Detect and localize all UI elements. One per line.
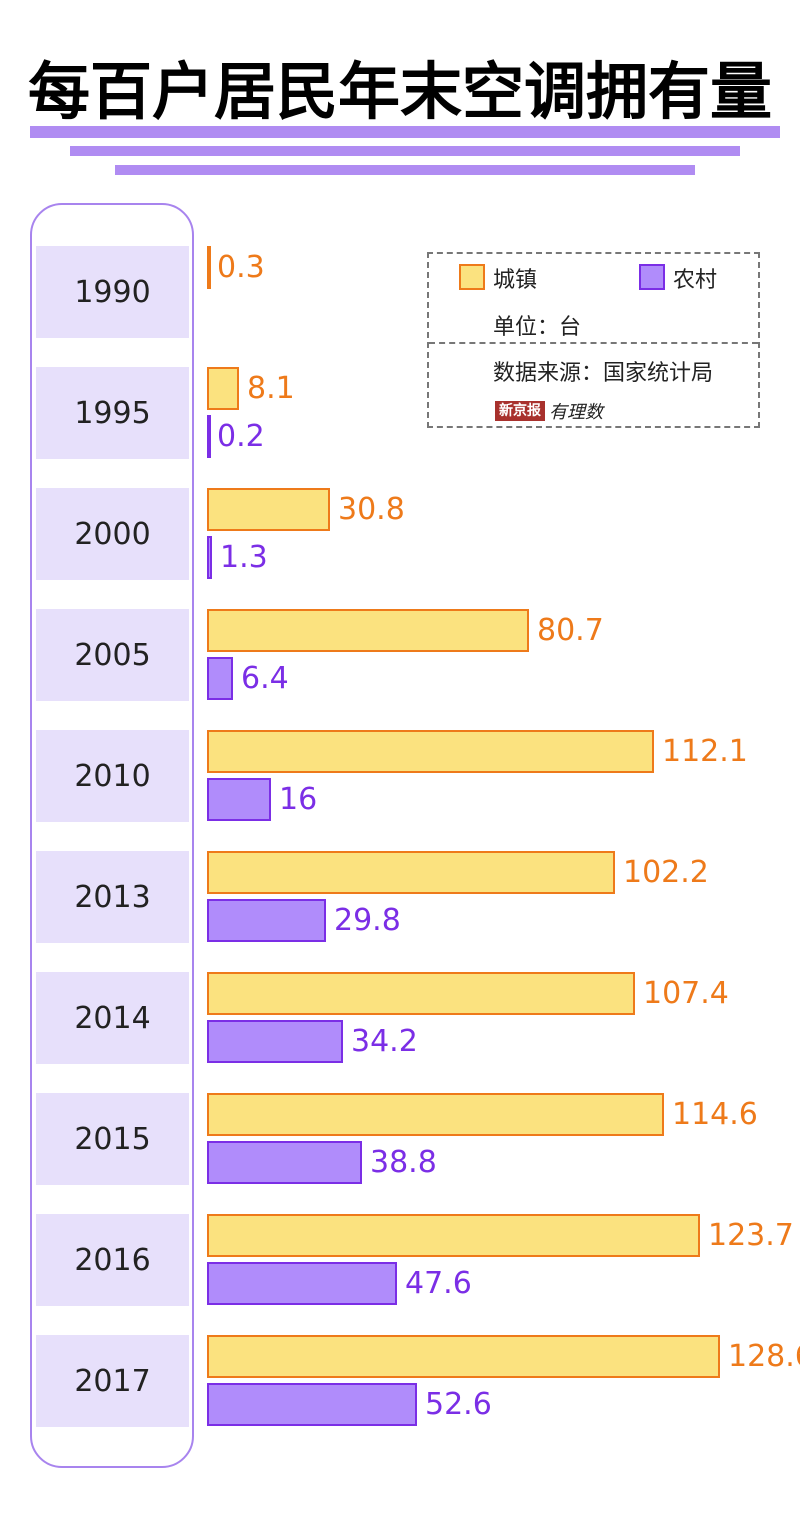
legend-rural-label: 农村: [673, 268, 718, 293]
rural-value-2010: 16: [279, 782, 318, 817]
year-column-frame: [30, 203, 194, 1468]
urban-value-2016: 123.7: [708, 1218, 794, 1253]
rural-value-1995: 0.2: [217, 419, 265, 454]
rural-value-2015: 38.8: [370, 1145, 437, 1180]
rural-value-2017: 52.6: [425, 1387, 492, 1422]
urban-bar-2016: [207, 1214, 700, 1257]
legend-unit: 单位：台: [493, 315, 582, 340]
rural-value-2013: 29.8: [334, 903, 401, 938]
rural-bar-2013: [207, 899, 326, 942]
urban-bar-2005: [207, 609, 529, 652]
publisher-logo: 新京报 有理数: [495, 398, 603, 424]
year-label-2014: 2014: [36, 972, 189, 1064]
urban-value-2013: 102.2: [623, 855, 709, 890]
urban-bar-2000: [207, 488, 330, 531]
title-underline-1: [30, 126, 780, 138]
urban-bar-2014: [207, 972, 635, 1015]
year-label-1990: 1990: [36, 246, 189, 338]
year-label-2000: 2000: [36, 488, 189, 580]
year-label-2010: 2010: [36, 730, 189, 822]
year-label-2017: 2017: [36, 1335, 189, 1427]
legend-separator: [429, 342, 758, 344]
year-label-2005: 2005: [36, 609, 189, 701]
rural-bar-1995: [207, 415, 211, 458]
legend-urban-label: 城镇: [493, 268, 538, 293]
rural-bar-2016: [207, 1262, 397, 1305]
urban-value-1990: 0.3: [217, 250, 265, 285]
urban-bar-1990: [207, 246, 211, 289]
urban-bar-1995: [207, 367, 239, 410]
rural-bar-2017: [207, 1383, 417, 1426]
rural-bar-2005: [207, 657, 233, 700]
urban-bar-2010: [207, 730, 654, 773]
urban-value-1995: 8.1: [247, 371, 295, 406]
rural-bar-2000: [207, 536, 212, 579]
rural-value-2005: 6.4: [241, 661, 289, 696]
urban-value-2014: 107.4: [643, 976, 729, 1011]
rural-value-2000: 1.3: [220, 540, 268, 575]
year-label-2016: 2016: [36, 1214, 189, 1306]
rural-bar-2015: [207, 1141, 362, 1184]
title-underline-2: [70, 146, 740, 156]
year-label-2015: 2015: [36, 1093, 189, 1185]
rural-bar-2014: [207, 1020, 343, 1063]
urban-bar-2017: [207, 1335, 720, 1378]
legend-urban-swatch: [459, 264, 485, 290]
rural-bar-2010: [207, 778, 271, 821]
logo-script-text: 有理数: [549, 402, 603, 423]
legend: 城镇 农村 单位：台 数据来源：国家统计局 新京报 有理数: [427, 252, 760, 428]
year-label-1995: 1995: [36, 367, 189, 459]
legend-source: 数据来源：国家统计局: [493, 361, 714, 386]
legend-rural-swatch: [639, 264, 665, 290]
urban-value-2005: 80.7: [537, 613, 604, 648]
urban-value-2015: 114.6: [672, 1097, 758, 1132]
logo-box-text: 新京报: [495, 401, 545, 421]
urban-value-2017: 128.6: [728, 1339, 800, 1374]
urban-bar-2013: [207, 851, 615, 894]
rural-value-2016: 47.6: [405, 1266, 472, 1301]
urban-value-2000: 30.8: [338, 492, 405, 527]
urban-value-2010: 112.1: [662, 734, 748, 769]
rural-value-2014: 34.2: [351, 1024, 418, 1059]
year-label-2013: 2013: [36, 851, 189, 943]
title-underline-3: [115, 165, 695, 175]
urban-bar-2015: [207, 1093, 664, 1136]
page-title: 每百户居民年末空调拥有量: [27, 55, 772, 128]
